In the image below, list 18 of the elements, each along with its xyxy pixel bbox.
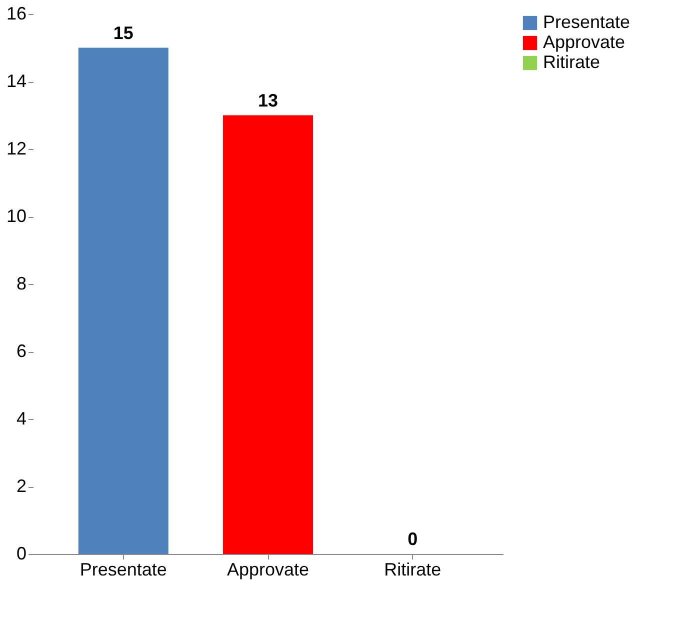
legend-label: Presentate bbox=[543, 12, 630, 32]
y-tick-label: 12 bbox=[6, 138, 26, 158]
y-tick-label: 6 bbox=[16, 341, 26, 361]
x-tick-label: Ritirate bbox=[384, 560, 442, 580]
data-label: 0 bbox=[408, 529, 418, 549]
y-tick-label: 8 bbox=[16, 274, 26, 294]
data-label: 15 bbox=[113, 22, 134, 43]
x-tick-label: Approvate bbox=[226, 560, 310, 580]
x-tick-label: Presentate bbox=[80, 560, 167, 580]
y-tick-label: 14 bbox=[6, 71, 26, 91]
legend-label: Ritirate bbox=[543, 52, 600, 72]
y-tick-label: 0 bbox=[16, 544, 26, 564]
y-tick-label: 2 bbox=[16, 476, 26, 496]
y-tick-label: 10 bbox=[6, 206, 26, 226]
y-tick-label: 16 bbox=[6, 4, 26, 24]
y-tick-label: 4 bbox=[16, 408, 26, 428]
legend-label: Approvate bbox=[543, 32, 626, 52]
data-label: 13 bbox=[258, 90, 278, 110]
